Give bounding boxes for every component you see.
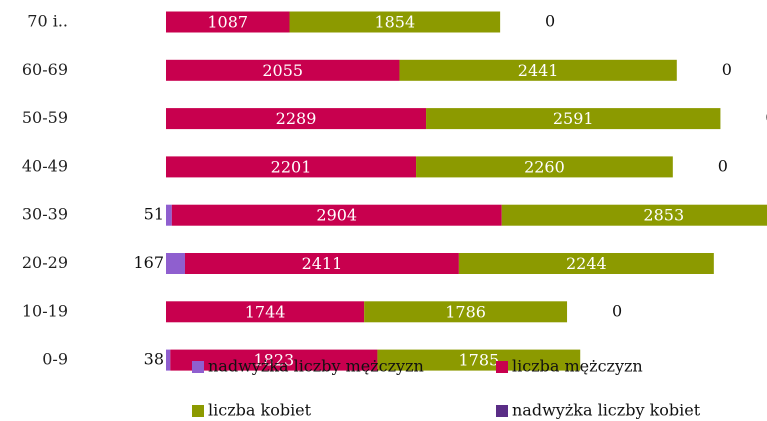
data-label: 38 <box>144 350 164 369</box>
y-tick-label: 60-69 <box>22 60 68 79</box>
data-label: 0 <box>722 60 732 79</box>
data-label: 2244 <box>566 254 607 273</box>
bar-segment <box>171 204 502 226</box>
data-label: 1744 <box>245 302 286 321</box>
legend-swatch <box>496 405 508 417</box>
legend-swatch <box>496 361 508 373</box>
data-label: 1785 <box>458 351 499 370</box>
bar-segment <box>166 349 171 371</box>
legend-label: liczba mężczyzn <box>512 357 643 376</box>
bar-segment <box>458 253 714 274</box>
bar-segment <box>166 204 172 226</box>
legend-swatch <box>192 361 204 373</box>
bar-segment <box>166 59 400 81</box>
bar-segment <box>184 253 459 274</box>
data-label: 2591 <box>553 109 594 128</box>
data-label: 0 <box>545 12 555 31</box>
y-tick-label: 50-59 <box>22 108 68 127</box>
bar-segment <box>377 349 581 371</box>
y-tick-label: 20-29 <box>22 253 68 272</box>
data-label: 2260 <box>524 157 565 176</box>
data-label: 2201 <box>271 157 312 176</box>
y-tick-label: 30-39 <box>22 205 68 224</box>
data-label: 51 <box>144 205 164 224</box>
bar-segment <box>166 108 427 130</box>
data-label: 0 <box>612 301 622 320</box>
bar-segment <box>166 11 290 33</box>
data-label: 2411 <box>302 254 343 273</box>
data-label: 1786 <box>445 302 486 321</box>
legend-swatch <box>192 405 204 417</box>
bar-segment <box>170 349 378 371</box>
legend-label: nadwyżka liczby mężczyzn <box>208 357 424 376</box>
y-tick-label: 40-49 <box>22 156 68 175</box>
data-label: 0 <box>718 156 728 175</box>
bar-segment <box>166 301 365 323</box>
data-label: 0 <box>765 108 767 127</box>
data-label: 2441 <box>518 61 559 80</box>
data-label: 2289 <box>276 109 317 128</box>
data-label: 1823 <box>254 351 295 370</box>
bar-segment <box>399 59 677 81</box>
bar-segment <box>501 204 767 226</box>
y-tick-label: 0-9 <box>42 350 68 369</box>
legend-label: liczba kobiet <box>208 401 312 420</box>
data-label: 2853 <box>643 206 684 225</box>
data-label: 2904 <box>316 206 357 225</box>
bar-segment <box>364 301 568 323</box>
bar-segment <box>416 156 673 178</box>
data-label: 1854 <box>374 13 415 32</box>
data-label: 2055 <box>262 61 303 80</box>
bar-segment <box>289 11 501 33</box>
y-tick-label: 10-19 <box>22 301 68 320</box>
data-label: 1087 <box>207 13 248 32</box>
bar-segment <box>166 156 417 178</box>
bar-segment <box>166 253 185 274</box>
data-label: 167 <box>133 253 164 272</box>
bar-segment <box>426 108 721 130</box>
y-tick-label: 70 i.. <box>27 12 68 31</box>
legend-label: nadwyżka liczby kobiet <box>512 401 701 420</box>
